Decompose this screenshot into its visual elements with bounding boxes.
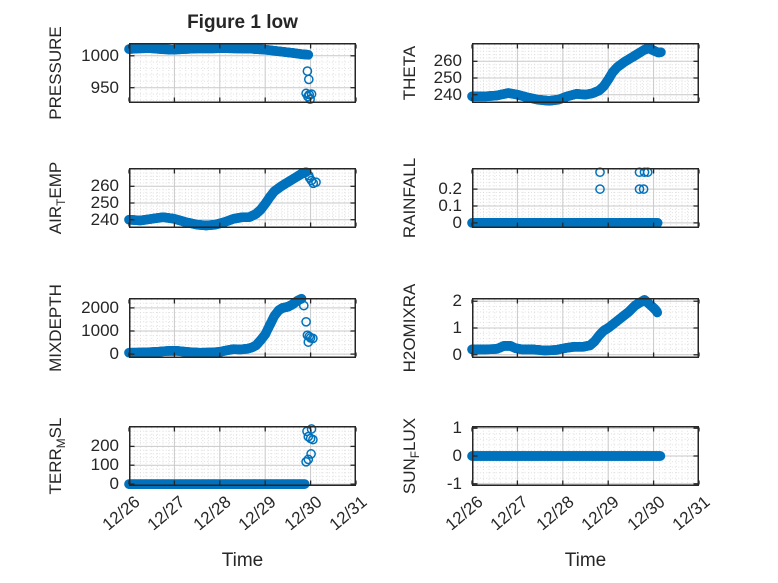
outlier-marker [301, 316, 311, 327]
outlier-marker [638, 184, 649, 194]
y-tick-label-pressure: 1000 [81, 45, 119, 65]
tick-marks [128, 427, 357, 485]
data-point-marker [303, 49, 314, 60]
major-grid [473, 299, 698, 357]
y-tick-label-sun-flux: 1 [452, 418, 462, 438]
plot-area-pressure [124, 43, 357, 105]
y-tick-label-pressure: 950 [90, 77, 119, 97]
outlier-marker [652, 307, 663, 318]
data-point-marker [655, 451, 666, 461]
outlier-marker [305, 94, 315, 105]
plot-area-air-temp [124, 167, 357, 231]
y-tick-label-mixdepth: 1000 [81, 321, 119, 340]
outlier-points [303, 170, 321, 189]
minor-grid [130, 427, 355, 485]
y-tick-label-h2omixra: 0 [452, 344, 462, 364]
outlier-marker [634, 184, 645, 194]
y-tick-label-sun-flux: 0 [452, 446, 462, 465]
outlier-marker [301, 456, 311, 467]
plot-area-rainfall [467, 167, 700, 228]
data-series [467, 451, 666, 461]
plot-area-sun-flux [467, 426, 700, 486]
y-tick-label-air-temp: 250 [90, 193, 119, 212]
y-tick-label-theta: 260 [433, 51, 462, 71]
y-tick-label-sun-flux: -1 [446, 473, 462, 493]
outlier-points [298, 300, 318, 347]
data-point-marker [656, 47, 666, 58]
tick-marks [471, 427, 700, 485]
figure-title: Figure 1 low [187, 12, 298, 33]
y-tick-label-mixdepth: 2000 [81, 297, 119, 317]
outlier-points [649, 303, 663, 318]
outlier-marker [306, 449, 316, 459]
minor-grid [473, 169, 698, 227]
axes-box [129, 426, 356, 486]
data-series [467, 295, 662, 356]
axes-box [472, 298, 699, 358]
outlier-marker [298, 300, 309, 311]
data-series [124, 479, 310, 489]
y-tick-label-air-temp: 240 [90, 209, 119, 229]
outlier-marker [311, 177, 321, 188]
outlier-marker [595, 184, 605, 194]
axes-box [129, 298, 356, 358]
outlier-marker [308, 434, 318, 445]
ylabel-sun-flux: SUNFLUX [400, 417, 423, 495]
x-axis-label-left: Time [221, 550, 264, 571]
y-tick-label-terr-msl: 100 [90, 455, 119, 475]
axes-box [129, 168, 356, 228]
y-tick-label-terr-msl: 0 [109, 474, 119, 494]
outlier-marker [303, 454, 314, 465]
data-series [467, 218, 663, 228]
y-tick-label-mixdepth: 0 [109, 344, 119, 364]
y-tick-label-h2omixra: 1 [452, 318, 462, 337]
y-tick-label-theta: 250 [433, 68, 462, 87]
ylabel-terr-msl: TERRMSL [46, 417, 69, 495]
y-tick-label-air-temp: 260 [90, 176, 119, 196]
outlier-marker [306, 89, 317, 99]
y-tick-label-terr-msl: 200 [90, 436, 119, 456]
data-series [467, 43, 666, 106]
outlier-marker [308, 333, 318, 344]
tick-marks [471, 299, 700, 357]
plot-area-terr-msl [124, 424, 357, 489]
x-axis-label-right: Time [564, 550, 607, 571]
plot-area-h2omixra [467, 295, 700, 358]
data-point-marker [299, 479, 310, 489]
minor-grid [473, 427, 698, 485]
axes-box [129, 43, 356, 103]
tick-marks [128, 169, 357, 227]
outlier-points [301, 424, 318, 467]
data-series [124, 43, 314, 60]
axes-box [472, 426, 699, 486]
minor-grid [473, 44, 698, 102]
plot-area-mixdepth [124, 293, 357, 358]
y-tick-label-rainfall: 0.2 [438, 179, 462, 199]
outlier-marker [303, 74, 314, 85]
y-tick-label-rainfall: 0.1 [438, 196, 462, 216]
tick-marks [128, 44, 357, 102]
outlier-points [301, 66, 317, 105]
tick-marks [128, 299, 357, 357]
y-tick-label-theta: 240 [433, 84, 462, 104]
axes-box [472, 168, 699, 228]
axes-box [472, 43, 699, 103]
tick-marks [471, 44, 700, 102]
y-tick-label-h2omixra: 2 [452, 291, 462, 311]
outlier-points [595, 167, 653, 194]
data-series [124, 293, 307, 358]
plot-area-theta [467, 43, 700, 106]
y-tick-label-rainfall: 0 [452, 212, 462, 232]
tick-marks [471, 169, 700, 227]
